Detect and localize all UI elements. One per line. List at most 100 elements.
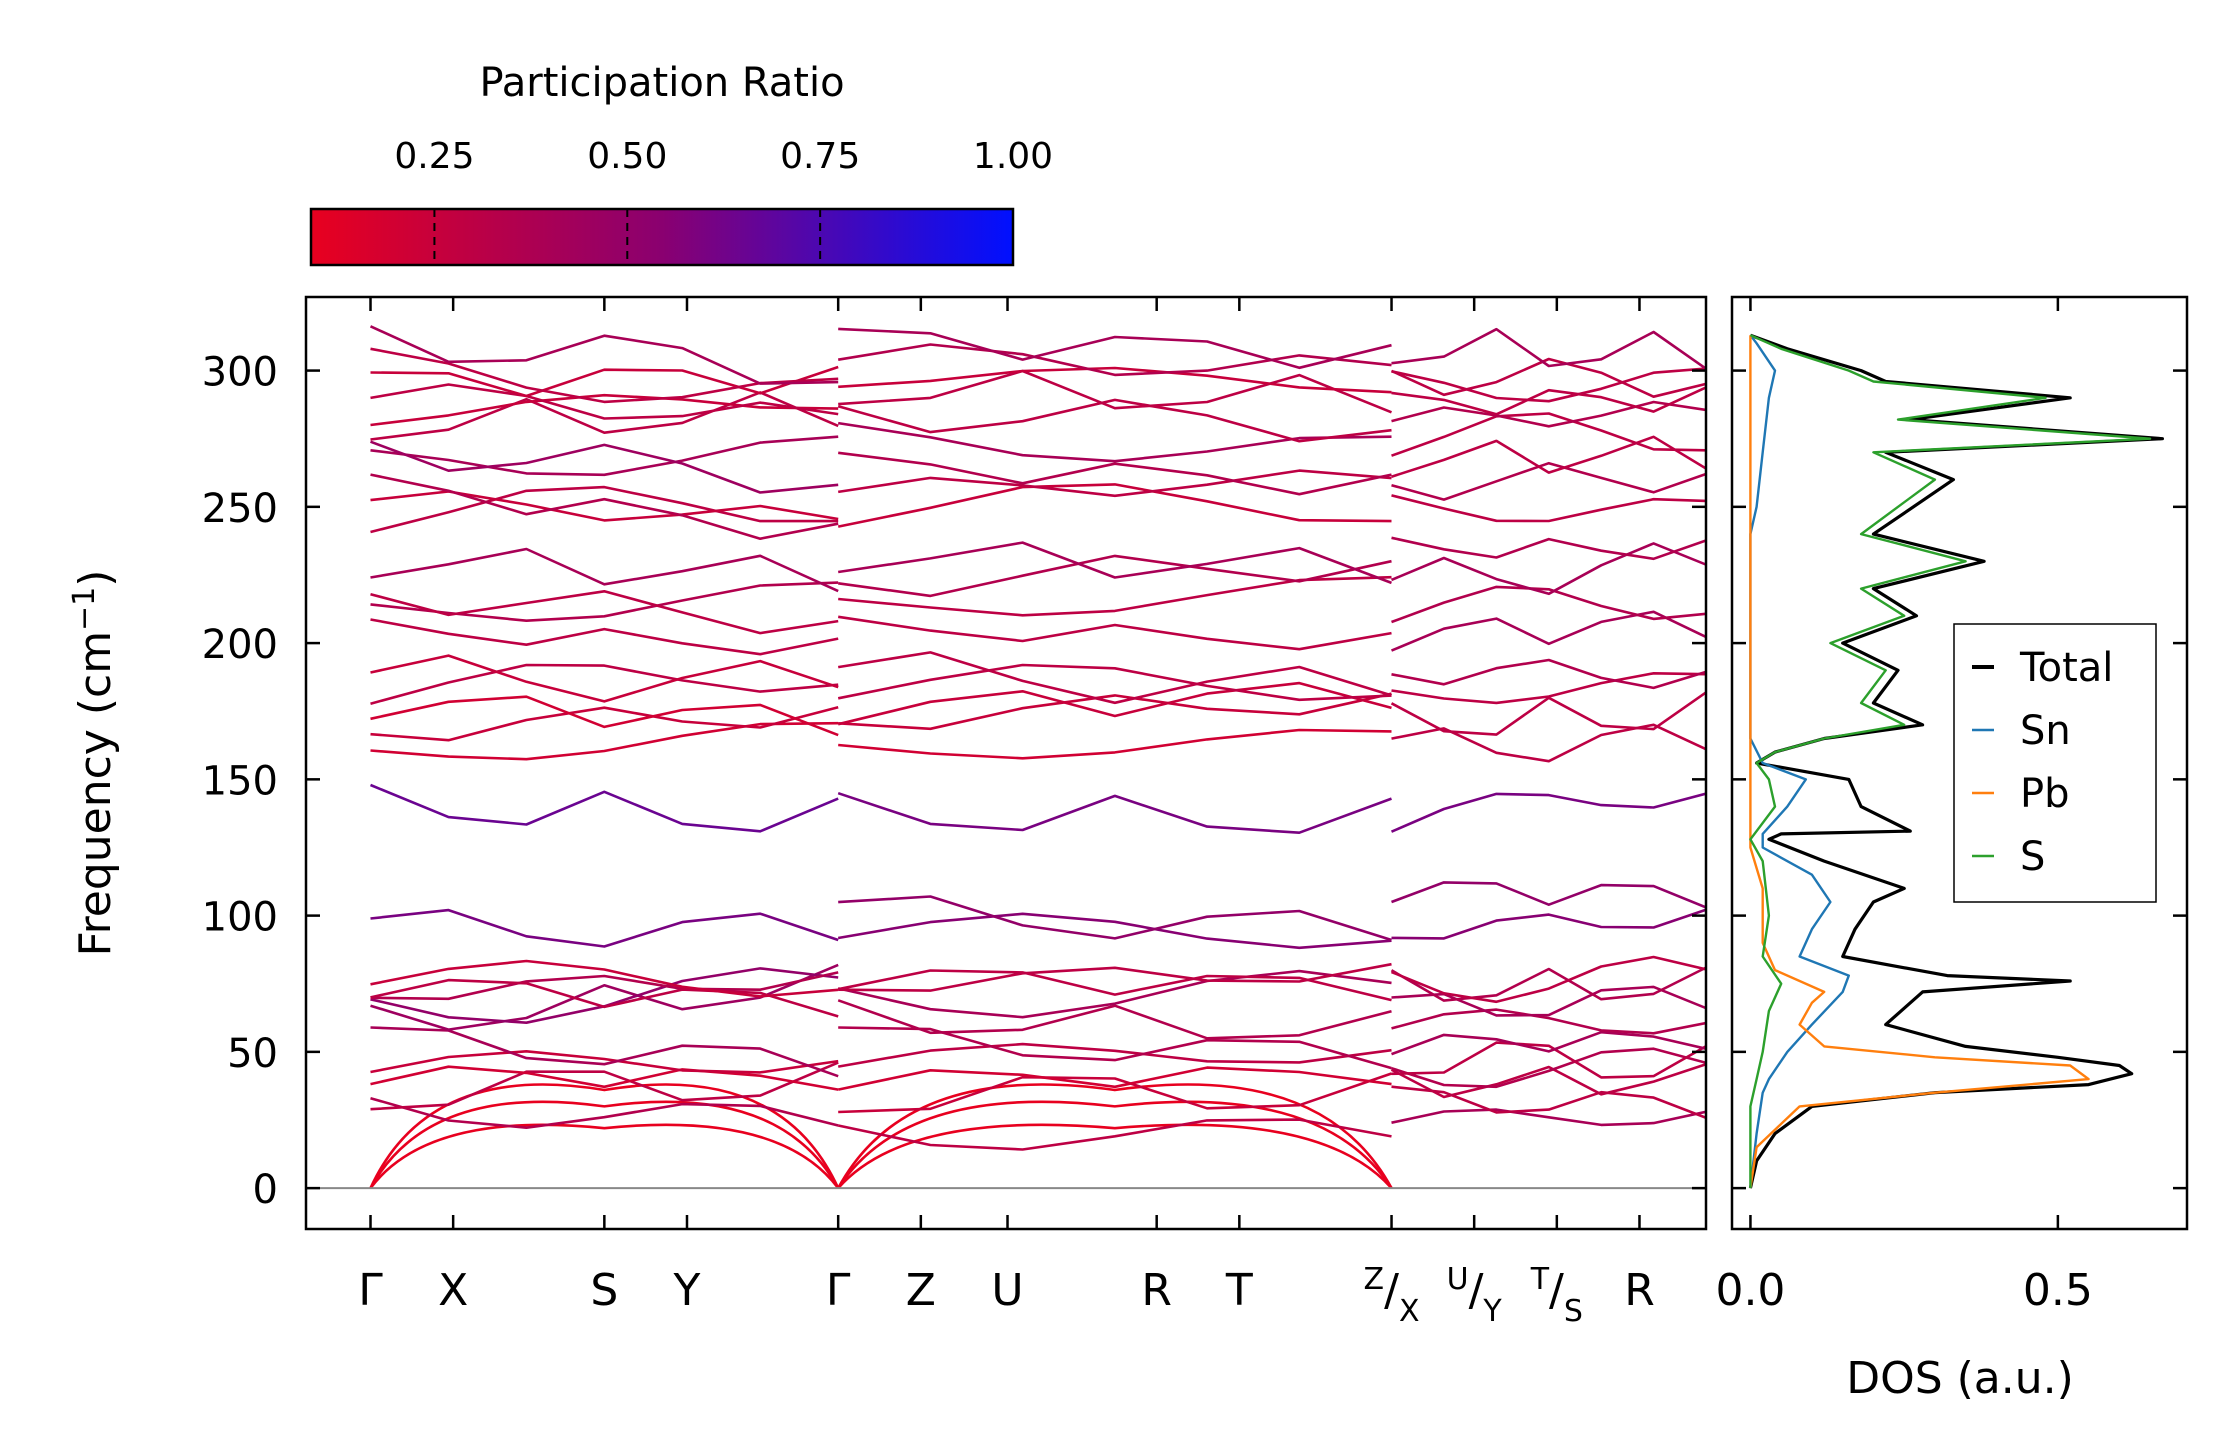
optical-band: [370, 663, 839, 705]
optical-band: [837, 999, 1392, 1040]
optical-band: [1391, 327, 1706, 370]
acoustic-band: [369, 1083, 840, 1189]
acoustic-band: [837, 1123, 1393, 1189]
k-point-label: Γ: [358, 1265, 383, 1316]
optical-band: [1390, 542, 1706, 596]
optical-band: [838, 692, 1392, 731]
dos-series-total: [1748, 333, 2164, 1189]
optical-band: [838, 369, 1392, 414]
optical-band: [837, 1118, 1392, 1151]
colorbar-ticks: 0.25 0.50 0.75 1.00: [394, 136, 1053, 265]
optical-band: [838, 575, 1392, 617]
optical-band: [370, 1065, 839, 1091]
optical-band: [838, 1072, 1392, 1114]
optical-band: [369, 325, 839, 385]
legend-label: S: [2020, 834, 2045, 880]
dos-curves: [1748, 333, 2164, 1189]
optical-band: [837, 663, 1392, 702]
optical-band: [370, 908, 839, 948]
optical-band: [1391, 1085, 1706, 1120]
optical-band: [1390, 792, 1706, 833]
optical-band: [1391, 1108, 1706, 1127]
legend: Total Sn Pb S: [1953, 623, 2157, 903]
k-point-label: T/S: [1530, 1262, 1583, 1329]
optical-band: [837, 1042, 1392, 1068]
y-tick-label: 100: [202, 895, 278, 941]
optical-band: [370, 485, 839, 534]
optical-band: [838, 366, 1392, 394]
optical-band: [838, 728, 1392, 760]
optical-band: [370, 1050, 839, 1074]
dispersion-panel: 0 50 100 150 200 250 300 Γ X S Y Γ Z U R T Z/X U/Y T/S R F…: [67, 295, 1708, 1329]
frequency-axis: 0 50 100 150 200 250 300: [202, 350, 1706, 1213]
optical-band: [1391, 536, 1706, 561]
k-point-label: Γ: [826, 1265, 851, 1316]
optical-band: [370, 618, 839, 656]
dos-x-tick-label: 0.0: [1715, 1265, 1785, 1316]
colorbar-tick-label: 1.00: [973, 136, 1053, 177]
optical-band: [370, 959, 839, 998]
optical-band: [370, 963, 839, 1031]
optical-band: [1391, 400, 1706, 428]
optical-band: [837, 398, 1392, 443]
optical-band: [837, 912, 1392, 950]
optical-band: [838, 541, 1392, 585]
frequency-axis-label: Frequency (cm−1): [67, 570, 121, 957]
dos-series-sn: [1749, 334, 1850, 1189]
k-point-label: X: [438, 1265, 468, 1316]
optical-band: [837, 681, 1392, 726]
optical-band: [370, 473, 839, 540]
optical-band: [370, 435, 839, 477]
optical-band: [1391, 494, 1706, 523]
optical-band: [837, 969, 1392, 1019]
optical-band: [1391, 461, 1706, 501]
dos-axis: 0.0 0.5: [1715, 297, 2187, 1316]
y-tick-label: 250: [202, 486, 278, 532]
optical-band: [1390, 357, 1706, 398]
colorbar-tick-label: 0.75: [780, 136, 860, 177]
ylabel-close: ): [70, 570, 121, 587]
acoustic-band: [369, 1123, 840, 1189]
optical-band: [1390, 610, 1706, 652]
k-point-label: T: [1225, 1265, 1253, 1316]
optical-band: [837, 483, 1392, 528]
colorbar-gradient: [309, 207, 1015, 267]
optical-band: [370, 581, 839, 622]
optical-band: [1391, 367, 1706, 403]
phonon-bands: [369, 325, 1706, 1189]
optical-band: [1391, 585, 1706, 624]
k-point-label: U: [991, 1265, 1023, 1316]
colorbar-tick-label: 0.25: [394, 136, 474, 177]
optical-band: [838, 421, 1392, 463]
k-point-label: Z: [906, 1265, 936, 1316]
optical-band: [1391, 1030, 1706, 1056]
optical-band: [1391, 723, 1706, 763]
optical-band: [370, 547, 839, 593]
optical-band: [1391, 1041, 1706, 1079]
y-tick-label: 0: [253, 1167, 278, 1213]
legend-label: Sn: [2020, 708, 2071, 754]
acoustic-band: [369, 1100, 840, 1189]
dos-series-pb: [1749, 335, 2090, 1189]
y-tick-label: 200: [202, 622, 278, 668]
optical-band: [838, 962, 1392, 992]
dos-panel: 0.0 0.5 DOS (a.u.) Total Sn Pb S: [1715, 295, 2189, 1404]
y-tick-label: 300: [202, 350, 278, 396]
optical-band: [1391, 412, 1706, 457]
acoustic-band: [837, 1100, 1393, 1189]
colorbar: Participation Ratio 0.25 0.50 0.75 1.00: [309, 60, 1053, 267]
optical-band: [1391, 386, 1706, 416]
optical-band: [1391, 1047, 1706, 1089]
optical-band: [370, 971, 839, 1001]
optical-band: [370, 1061, 839, 1111]
optical-band: [370, 440, 839, 494]
y-tick-label: 150: [202, 758, 278, 804]
optical-band: [370, 490, 839, 522]
k-point-label: Z/X: [1364, 1262, 1420, 1329]
optical-band: [837, 791, 1392, 834]
k-point-label: Y: [673, 1265, 701, 1316]
dos-series-s: [1749, 334, 2152, 1189]
optical-band: [837, 343, 1392, 377]
colorbar-tick-label: 0.50: [587, 136, 667, 177]
